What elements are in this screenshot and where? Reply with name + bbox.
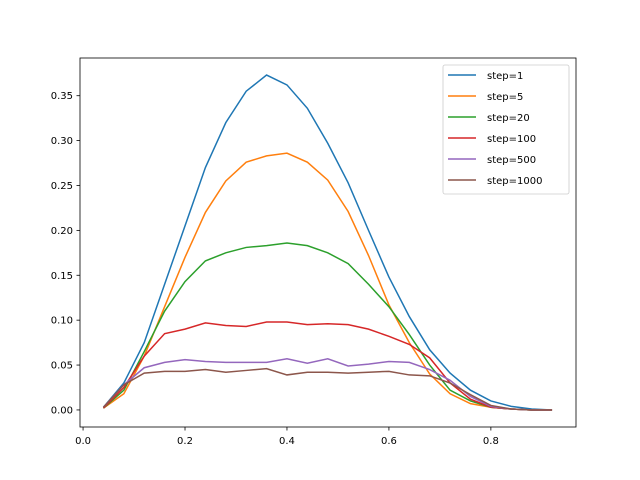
y-tick-label: 0.20 — [51, 226, 73, 237]
legend-label: step=100 — [487, 134, 536, 145]
y-tick-label: 0.35 — [51, 91, 73, 102]
x-tick-label: 0.4 — [279, 436, 295, 447]
legend-label: step=500 — [487, 155, 536, 166]
legend-label: step=5 — [487, 92, 523, 103]
x-tick-label: 0.8 — [483, 436, 499, 447]
y-tick-label: 0.05 — [51, 361, 73, 372]
legend-label: step=1 — [487, 71, 523, 82]
series-line-step-100 — [102, 321, 553, 411]
series-line-step-1000 — [102, 367, 553, 411]
y-tick-label: 0.30 — [51, 136, 73, 147]
legend-box — [442, 64, 570, 195]
y-tick-label: 0.15 — [51, 271, 73, 282]
series-line-step-5 — [103, 152, 553, 411]
legend-label: step=20 — [487, 113, 530, 124]
series-line-step-20 — [102, 242, 553, 411]
y-tick-label: 0.25 — [51, 181, 73, 192]
legend-label: step=1000 — [487, 176, 542, 187]
x-tick-label: 0.6 — [381, 436, 397, 447]
x-tick-label: 0.0 — [75, 436, 91, 447]
x-tick-label: 0.2 — [177, 436, 193, 447]
series-line-step-1 — [102, 74, 553, 411]
axes-frame — [79, 57, 577, 428]
y-tick-label: 0.10 — [51, 316, 73, 327]
legend: step=1 step=5 step=20 step=100 step=500 step=… — [442, 64, 570, 195]
y-tick-label: 0.00 — [51, 405, 73, 416]
series-line-step-500 — [102, 357, 553, 411]
